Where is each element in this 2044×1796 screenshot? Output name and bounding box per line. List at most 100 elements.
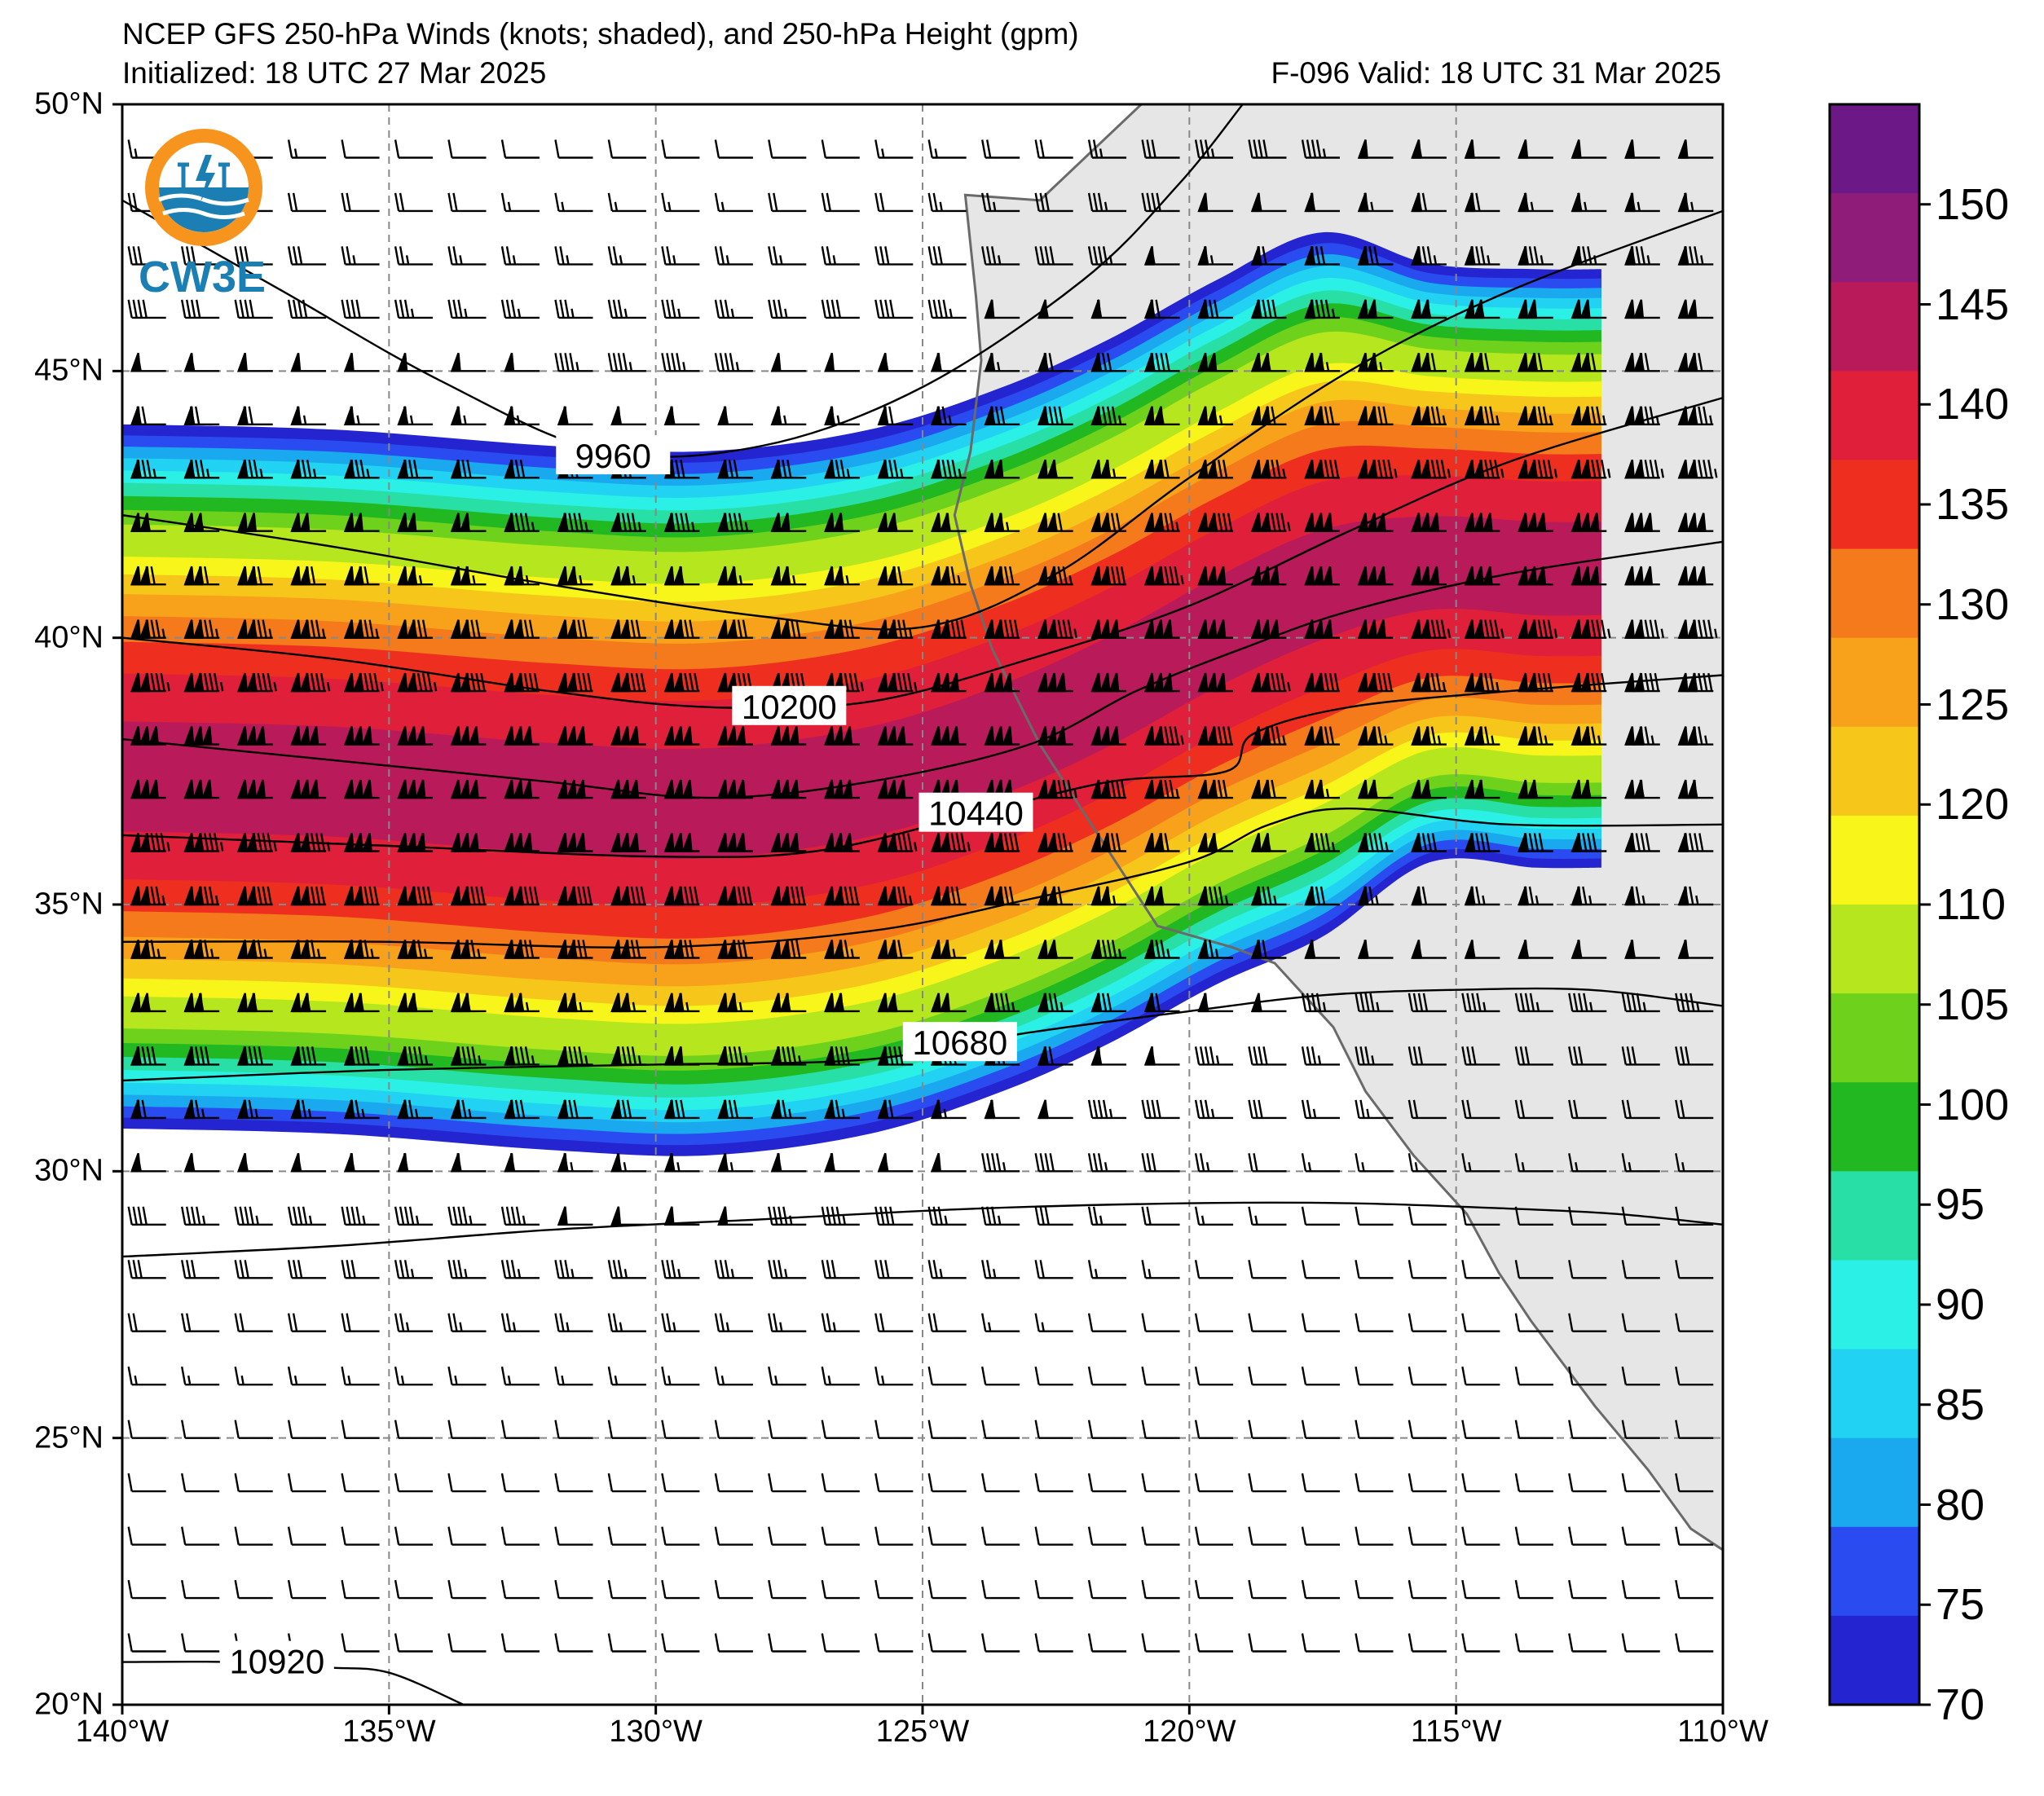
wind-barb <box>1677 566 1714 586</box>
wind-barb <box>183 566 220 586</box>
wind-barb <box>1677 619 1718 639</box>
wind-barb <box>447 1260 487 1279</box>
wind-barb <box>1518 940 1553 959</box>
wind-barb <box>770 1099 807 1120</box>
wind-barb <box>1090 886 1127 906</box>
wind-barb <box>1677 299 1714 319</box>
wind-barb <box>1357 192 1394 213</box>
wind-barb <box>236 833 277 852</box>
colorbar-swatch <box>1830 1082 1919 1173</box>
wind-barb <box>1411 833 1447 852</box>
wind-barb <box>770 833 807 852</box>
wind-barb <box>607 1633 646 1653</box>
wind-barb <box>397 1045 434 1066</box>
wind-barb <box>447 246 487 266</box>
wind-barb <box>450 459 487 479</box>
wind-barb <box>1357 245 1394 266</box>
wind-barb <box>610 726 646 746</box>
wind-barb <box>1248 1420 1287 1439</box>
wind-barb <box>1034 1579 1073 1600</box>
wind-barb <box>1087 1099 1127 1120</box>
colorbar-swatch <box>1830 637 1919 728</box>
wind-barb <box>181 246 220 266</box>
wind-barb <box>290 672 331 693</box>
wind-barb <box>1197 672 1234 693</box>
wind-barb <box>1411 299 1447 319</box>
wind-barb <box>1570 139 1607 159</box>
wind-barb <box>1675 1366 1714 1386</box>
wind-barb <box>1034 1366 1073 1386</box>
wind-barb <box>768 1633 807 1653</box>
wind-barb <box>130 619 166 639</box>
wind-barb <box>290 1099 327 1120</box>
wind-barb <box>557 1206 593 1226</box>
wind-barb <box>1677 726 1714 746</box>
wind-barb <box>287 139 327 159</box>
wind-barb <box>554 246 593 266</box>
wind-barb <box>343 779 380 799</box>
wind-barb <box>1518 779 1553 799</box>
wind-barb <box>1250 459 1287 479</box>
wind-barb <box>234 1526 273 1546</box>
wind-barb <box>343 1099 380 1120</box>
wind-barb <box>447 192 487 213</box>
wind-barb <box>770 726 807 746</box>
wind-barb <box>1675 1633 1714 1653</box>
wind-barb <box>127 1313 166 1332</box>
wind-barb <box>770 940 807 959</box>
wind-barb <box>394 1366 434 1386</box>
wind-barb <box>127 1420 166 1439</box>
wind-speed-band <box>122 516 1601 860</box>
chart-title: NCEP GFS 250-hPa Winds (knots; shaded), … <box>122 17 1079 51</box>
wind-barb <box>717 1045 753 1066</box>
wind-barb <box>717 886 753 906</box>
wind-barb <box>504 1152 540 1173</box>
wind-barb <box>504 779 540 799</box>
wind-barb <box>1090 406 1127 425</box>
wind-barb <box>1570 459 1611 479</box>
wind-barb <box>1037 940 1073 959</box>
wind-barb <box>447 299 487 319</box>
wind-barb <box>183 672 224 693</box>
wind-barb <box>236 459 273 479</box>
height-contour-10680 <box>122 987 1723 1082</box>
wind-barb <box>1087 1313 1127 1332</box>
wind-barb <box>1624 940 1660 959</box>
wind-barb <box>1568 1260 1607 1279</box>
colorbar-label: 90 <box>1936 1280 1985 1329</box>
wind-barb <box>1090 672 1127 693</box>
wind-barb <box>768 1260 807 1279</box>
wind-barb <box>1568 1046 1607 1066</box>
wind-barb <box>981 1579 1020 1600</box>
wind-barb <box>1090 993 1127 1013</box>
wind-barb <box>661 1366 700 1386</box>
wind-barb <box>1621 1046 1660 1066</box>
wind-barb <box>610 833 646 852</box>
wind-barb <box>877 406 914 425</box>
wind-barb <box>1248 1099 1287 1120</box>
wind-barb <box>130 940 166 959</box>
wind-barb <box>874 1420 914 1439</box>
wind-barb <box>127 1579 166 1600</box>
wind-barb <box>663 513 700 532</box>
wind-barb <box>1355 1206 1394 1226</box>
wind-barb <box>127 1260 166 1279</box>
wind-barb <box>341 1206 380 1226</box>
wind-barb <box>1621 1472 1660 1493</box>
coastline <box>953 104 1723 1552</box>
wind-barb <box>504 940 540 959</box>
wind-barb <box>1143 833 1180 852</box>
wind-barb <box>1624 192 1660 213</box>
wind-barb <box>824 513 860 532</box>
wind-barb <box>554 1633 593 1653</box>
wind-barb <box>343 352 380 372</box>
wind-barb <box>1141 1313 1180 1332</box>
colorbar-label: 120 <box>1936 780 2010 830</box>
wind-barb <box>504 459 540 479</box>
wind-barb <box>1461 1099 1500 1120</box>
wind-barb <box>130 886 166 906</box>
wind-barb <box>394 1260 434 1279</box>
wind-barb <box>877 940 914 959</box>
wind-barb <box>770 352 807 372</box>
wind-barb <box>824 833 860 852</box>
